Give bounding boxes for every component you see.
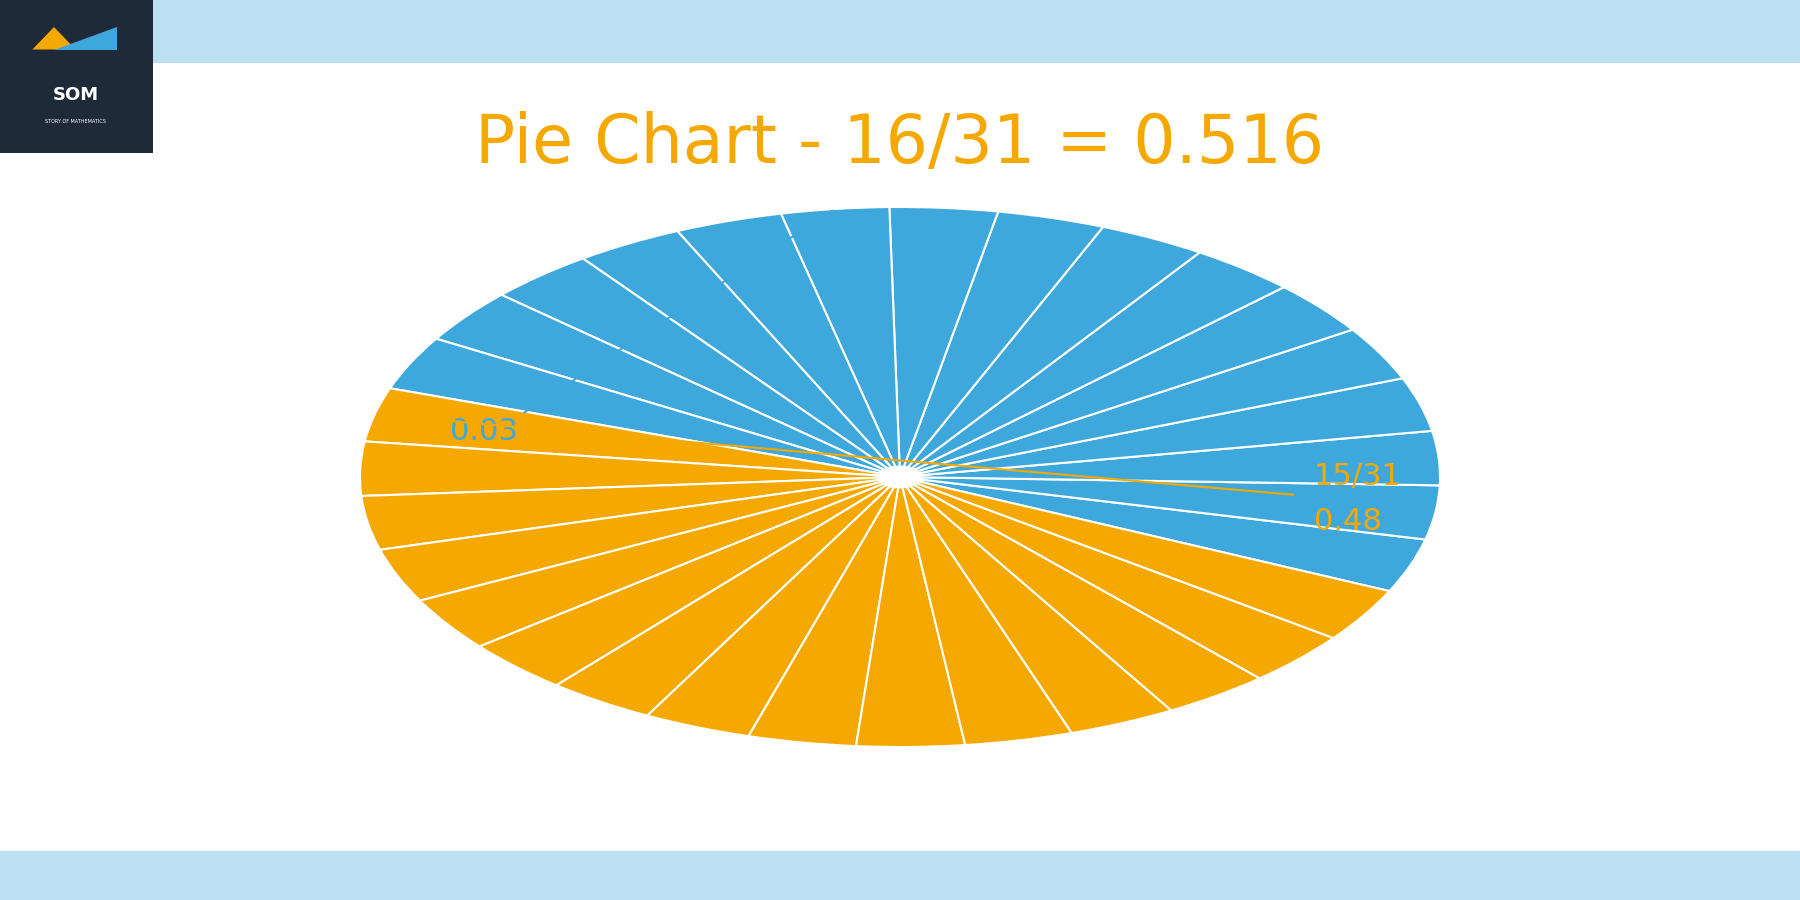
Wedge shape — [583, 231, 900, 477]
Text: STORY OF MATHEMATICS: STORY OF MATHEMATICS — [45, 119, 106, 124]
Wedge shape — [900, 477, 1260, 710]
Wedge shape — [419, 477, 900, 646]
Text: SOM: SOM — [52, 86, 99, 104]
FancyBboxPatch shape — [0, 0, 153, 153]
Wedge shape — [362, 477, 900, 550]
Polygon shape — [32, 27, 76, 50]
Wedge shape — [556, 477, 900, 716]
FancyBboxPatch shape — [0, 0, 1800, 63]
Text: 0.03: 0.03 — [450, 418, 518, 446]
Wedge shape — [360, 441, 900, 496]
Wedge shape — [900, 252, 1283, 477]
Wedge shape — [436, 295, 900, 477]
Text: 1/31: 1/31 — [450, 373, 518, 401]
Wedge shape — [900, 227, 1199, 477]
Text: Pie Chart - 16/31 = 0.516: Pie Chart - 16/31 = 0.516 — [475, 111, 1325, 177]
Wedge shape — [900, 378, 1433, 477]
Wedge shape — [857, 477, 965, 747]
Wedge shape — [900, 477, 1334, 679]
Circle shape — [878, 466, 922, 488]
Wedge shape — [365, 388, 900, 477]
Wedge shape — [502, 258, 900, 477]
Wedge shape — [900, 477, 1426, 591]
Wedge shape — [380, 477, 900, 600]
FancyBboxPatch shape — [0, 850, 1800, 900]
Wedge shape — [900, 477, 1071, 745]
Wedge shape — [900, 477, 1172, 733]
Wedge shape — [781, 207, 900, 477]
Wedge shape — [889, 207, 999, 477]
Wedge shape — [900, 287, 1352, 477]
Wedge shape — [900, 329, 1402, 477]
Text: 0.48: 0.48 — [1314, 508, 1382, 536]
Wedge shape — [900, 477, 1440, 539]
Wedge shape — [900, 431, 1440, 485]
Wedge shape — [648, 477, 900, 736]
Wedge shape — [391, 338, 900, 477]
Wedge shape — [677, 213, 900, 477]
Polygon shape — [54, 27, 117, 50]
Wedge shape — [900, 477, 1390, 638]
Wedge shape — [479, 477, 900, 685]
Text: 15/31: 15/31 — [1314, 463, 1402, 491]
Wedge shape — [749, 477, 900, 746]
Wedge shape — [900, 212, 1103, 477]
